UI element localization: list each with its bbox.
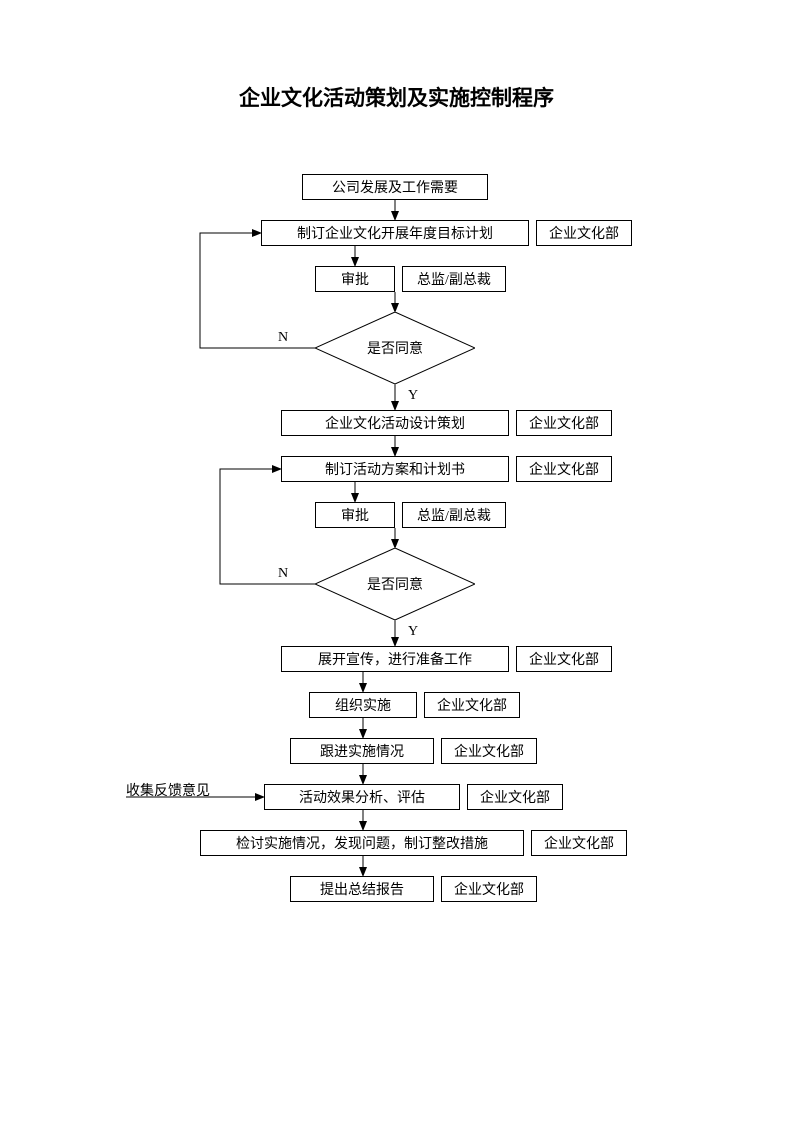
owner-evaluate: 企业文化部: [467, 784, 563, 810]
owner-approve1: 总监/副总裁: [402, 266, 506, 292]
node-label: 审批: [341, 269, 369, 289]
node-label: 展开宣传，进行准备工作: [318, 649, 472, 669]
page: 企业文化活动策划及实施控制程序 公司发展及工作需要 制订企业文化开展年度目标计划…: [0, 0, 793, 1122]
node-label: 提出总结报告: [320, 879, 404, 899]
node-label: 跟进实施情况: [320, 741, 404, 761]
owner-review: 企业文化部: [531, 830, 627, 856]
owner-implement: 企业文化部: [424, 692, 520, 718]
node-design: 企业文化活动设计策划: [281, 410, 509, 436]
node-implement: 组织实施: [309, 692, 417, 718]
owner-follow: 企业文化部: [441, 738, 537, 764]
decision-label: 是否同意: [367, 338, 423, 358]
node-evaluate: 活动效果分析、评估: [264, 784, 460, 810]
owner-label: 企业文化部: [549, 223, 619, 243]
owner-label: 企业文化部: [544, 833, 614, 853]
decision-2-no: N: [278, 566, 288, 582]
node-label: 检讨实施情况，发现问题，制订整改措施: [236, 833, 488, 853]
page-title: 企业文化活动策划及实施控制程序: [0, 82, 793, 112]
decision-1-yes: Y: [408, 388, 418, 404]
owner-label: 企业文化部: [480, 787, 550, 807]
decision-2-yes: Y: [408, 624, 418, 640]
node-label: 企业文化活动设计策划: [325, 413, 465, 433]
owner-approve2: 总监/副总裁: [402, 502, 506, 528]
decision-2: 是否同意: [315, 548, 475, 620]
node-label: 公司发展及工作需要: [332, 177, 458, 197]
owner-label: 企业文化部: [529, 649, 599, 669]
owner-label: 企业文化部: [437, 695, 507, 715]
node-report: 提出总结报告: [290, 876, 434, 902]
decision-1-no: N: [278, 330, 288, 346]
owner-label: 企业文化部: [529, 413, 599, 433]
owner-report: 企业文化部: [441, 876, 537, 902]
node-approve2: 审批: [315, 502, 395, 528]
node-label: 制订企业文化开展年度目标计划: [297, 223, 493, 243]
node-approve1: 审批: [315, 266, 395, 292]
decision-label: 是否同意: [367, 574, 423, 594]
owner-scheme: 企业文化部: [516, 456, 612, 482]
owner-label: 企业文化部: [454, 741, 524, 761]
owner-label: 企业文化部: [454, 879, 524, 899]
owner-label: 总监/副总裁: [417, 269, 491, 289]
decision-1: 是否同意: [315, 312, 475, 384]
side-input-label: 收集反馈意见: [126, 780, 210, 800]
owner-label: 企业文化部: [529, 459, 599, 479]
owner-plan: 企业文化部: [536, 220, 632, 246]
owner-design: 企业文化部: [516, 410, 612, 436]
owner-label: 总监/副总裁: [417, 505, 491, 525]
node-plan: 制订企业文化开展年度目标计划: [261, 220, 529, 246]
node-scheme: 制订活动方案和计划书: [281, 456, 509, 482]
node-label: 组织实施: [335, 695, 391, 715]
node-prepare: 展开宣传，进行准备工作: [281, 646, 509, 672]
node-follow: 跟进实施情况: [290, 738, 434, 764]
node-review: 检讨实施情况，发现问题，制订整改措施: [200, 830, 524, 856]
node-label: 制订活动方案和计划书: [325, 459, 465, 479]
owner-prepare: 企业文化部: [516, 646, 612, 672]
node-label: 活动效果分析、评估: [299, 787, 425, 807]
node-start: 公司发展及工作需要: [302, 174, 488, 200]
node-label: 审批: [341, 505, 369, 525]
